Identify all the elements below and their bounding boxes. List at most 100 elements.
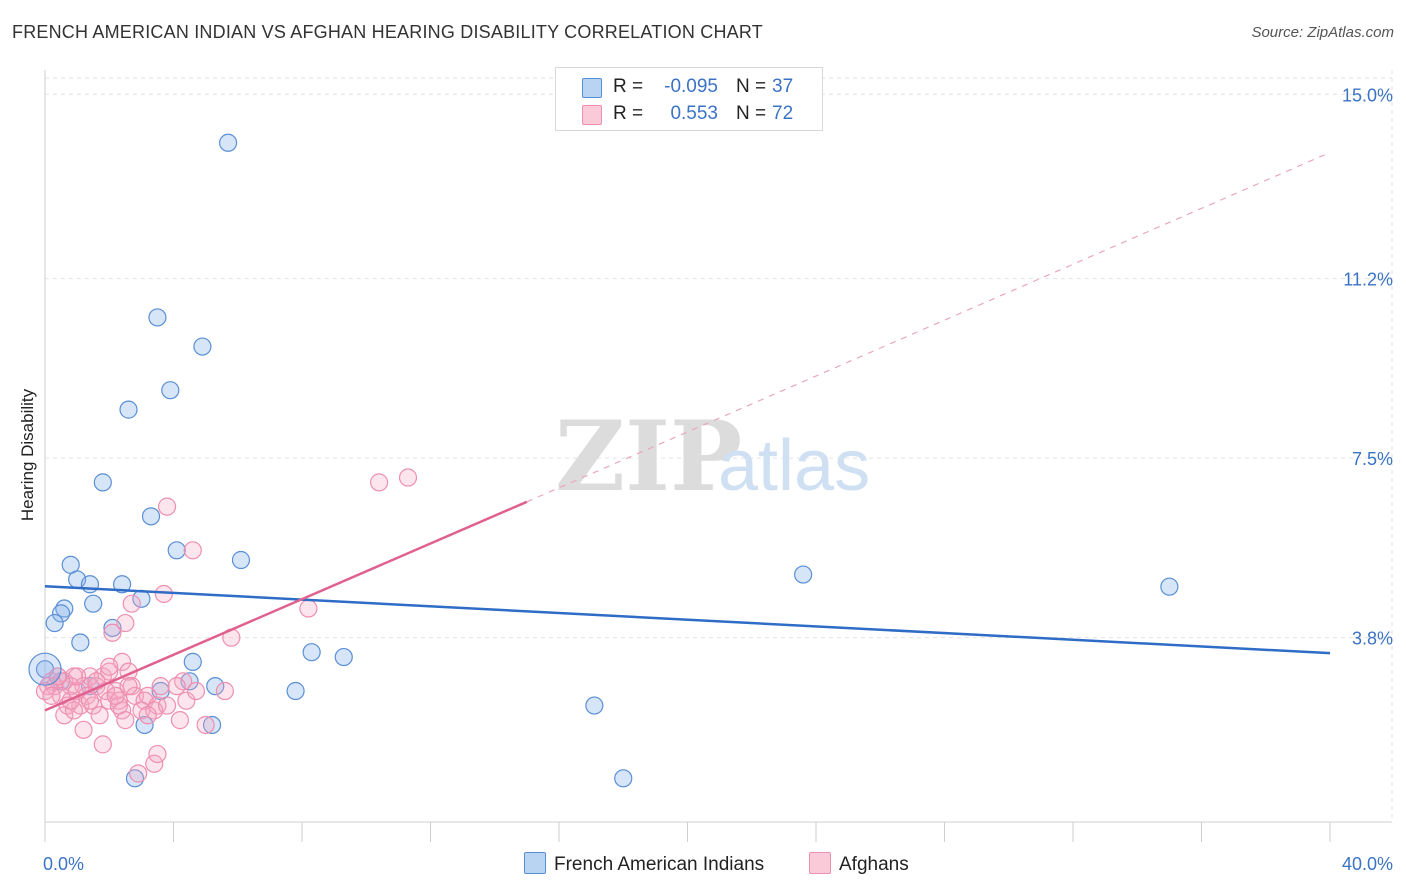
n-value: 72 [772,103,794,124]
point-french-american-indian [302,643,321,662]
point-french-american-indian [80,575,100,594]
y-tick-label: 15.0% [1342,85,1393,105]
point-french-american-indian [51,604,71,623]
point-french-american-indian [202,715,222,735]
point-afghan [42,686,61,705]
point-afghan [119,677,138,696]
point-afghan [64,701,84,720]
point-afghan [299,599,318,618]
point-afghan [151,677,170,696]
correlation-stats-box: R = -0.095 N = 37 R = 0.553 N = 72 [555,67,823,131]
point-french-american-indian [45,613,64,633]
point-french-american-indian [55,599,74,618]
point-french-american-indian [193,337,212,356]
point-afghan [90,706,109,725]
point-afghan [103,623,122,642]
point-french-american-indian [119,400,138,419]
point-afghan [84,696,103,715]
point-french-american-indian-large [28,652,62,686]
r-label: R = [613,76,644,97]
point-afghan [196,715,215,735]
point-afghan [68,667,87,686]
point-afghan [109,691,128,710]
point-afghan [45,677,64,696]
gridlines [45,70,1393,822]
watermark-atlas: atlas [718,426,870,506]
point-french-american-indian [84,594,103,613]
point-french-american-indian [286,681,305,701]
point-afghan [145,754,164,773]
n-label: N = [736,76,767,97]
legend-swatch-blue [524,852,546,874]
point-french-american-indian [183,652,202,671]
point-french-american-indian [334,647,353,667]
stats-swatch-pink [582,105,602,125]
point-afghan [370,473,389,492]
point-french-american-indian [161,381,180,400]
r-value: 0.553 [670,103,718,124]
trend-lines [44,151,1331,712]
point-french-american-indian [231,550,251,570]
tick-labels: 3.8% 7.5% 11.2% 15.0% 0.0% 40.0% [43,85,1393,874]
stats-swatch-blue [582,78,602,98]
point-french-american-indian [614,769,633,788]
point-afghan [186,681,206,701]
point-french-american-indian [219,133,238,152]
point-french-american-indian [71,633,90,652]
point-afghan [157,497,177,516]
point-afghan [138,706,157,725]
chart-source: Source: ZipAtlas.com [1251,24,1394,41]
chart-title: FRENCH AMERICAN INDIAN VS AFGHAN HEARING… [12,22,763,42]
stats-row-french-american-indians: R = -0.095 N = 37 [556,74,822,102]
point-afghan [157,696,177,715]
point-french-american-indian [141,507,161,526]
x-tick-label: 40.0% [1342,854,1393,874]
point-afghan [106,686,125,705]
point-afghan [215,681,234,701]
point-french-american-indian [1160,577,1179,596]
point-afghan [109,696,128,715]
legend-label: French American Indians [554,854,765,875]
point-french-american-indian [206,677,225,696]
point-afghan [116,613,135,633]
point-french-american-indian [148,308,167,327]
point-afghan [93,735,112,754]
point-french-american-indian [135,715,154,735]
trend-line-afghans [44,500,528,712]
point-afghan [148,744,167,764]
legend-label: Afghans [839,854,909,875]
stats-row-afghans: R = 0.553 N = 72 [556,101,822,129]
watermark-zip: ZIP [555,400,742,513]
n-value: 37 [772,76,794,97]
trend-extension-afghans [526,151,1331,503]
r-value: -0.095 [664,76,718,97]
point-french-american-indian [585,696,604,715]
point-afghan [100,662,119,681]
point-afghan [48,667,67,686]
point-french-american-indian [794,565,813,584]
point-afghan [170,711,190,730]
trend-line-french-american-indians [44,584,1331,655]
point-afghan [39,677,58,696]
n-label: N = [736,103,767,124]
point-french-american-indian [93,473,112,492]
point-afghan [154,584,173,604]
point-afghan [398,468,418,487]
y-tick-label: 7.5% [1352,449,1393,469]
point-afghan [122,594,141,613]
point-afghan [183,541,202,560]
point-french-american-indian [112,575,132,594]
point-afghan [167,677,186,696]
data-points [28,133,1179,788]
legend-item-french-american-indians: French American Indians [524,852,764,876]
point-afghan [177,691,196,710]
y-tick-label: 11.2% [1343,270,1393,290]
legend-swatch-pink [809,852,831,874]
point-afghan [100,657,119,676]
legend-item-afghans: Afghans [809,852,909,876]
point-afghan [74,720,93,739]
point-french-american-indian [125,769,145,788]
point-french-american-indian [167,541,186,560]
